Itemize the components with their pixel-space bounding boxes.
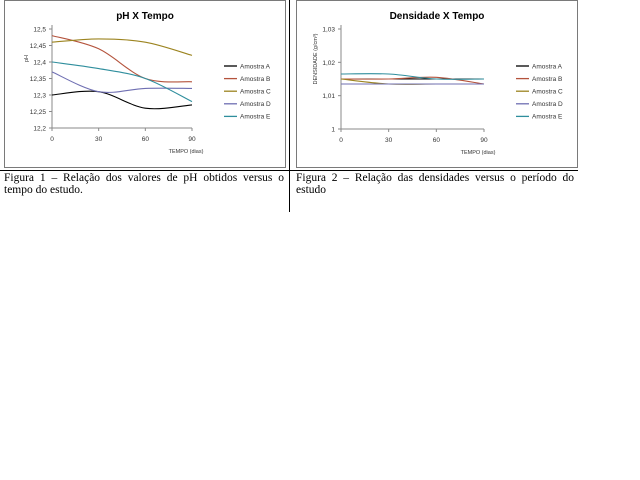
legend-label: Amostra A: [240, 63, 271, 70]
legend-label: Amostra D: [532, 101, 563, 108]
series-line-4: [51, 71, 193, 93]
y-axis-label: DENSIDADE (g/cm³): [313, 33, 319, 84]
x-tick-label: 30: [95, 136, 103, 143]
x-tick-label: 60: [433, 137, 441, 144]
legend-label: Amostra C: [240, 89, 271, 96]
y-tick-label: 12,45: [30, 43, 47, 50]
series-line-5: [51, 61, 193, 103]
x-axis-label: TEMPO (dias): [461, 150, 496, 156]
x-tick-label: 90: [480, 137, 488, 144]
y-tick-label: 1,02: [322, 60, 335, 67]
chart-title: pH X Tempo: [116, 11, 174, 22]
y-tick-label: 12,4: [33, 60, 46, 67]
legend-label: Amostra A: [532, 63, 563, 70]
legend-label: Amostra B: [240, 76, 270, 83]
chart-frame: [4, 0, 286, 168]
legend-label: Amostra E: [240, 114, 271, 121]
y-tick-label: 12,3: [33, 93, 46, 100]
x-tick-label: 30: [385, 137, 393, 144]
caption-divider: [0, 170, 578, 171]
figure-2-caption: Figura 2 – Relação das densidades versus…: [296, 172, 574, 196]
x-tick-label: 0: [50, 136, 54, 143]
series-line-5: [340, 73, 485, 80]
x-tick-label: 0: [339, 137, 343, 144]
y-tick-label: 1,01: [322, 93, 335, 100]
y-tick-label: 12,2: [33, 126, 46, 133]
figure-1-caption: Figura 1 – Relação dos valores de pH obt…: [4, 172, 284, 196]
y-tick-label: 12,35: [30, 76, 47, 83]
series-line-1: [51, 90, 193, 110]
x-tick-label: 90: [188, 136, 196, 143]
y-tick-label: 12,25: [30, 109, 47, 116]
legend-label: Amostra E: [532, 114, 563, 121]
column-divider: [289, 0, 290, 212]
series-line-3: [51, 38, 193, 56]
x-axis-label: TEMPO (dias): [169, 149, 204, 155]
y-tick-label: 12,5: [33, 27, 46, 34]
legend-label: Amostra D: [240, 101, 271, 108]
x-tick-label: 60: [142, 136, 150, 143]
y-axis-label: pH: [24, 55, 30, 62]
y-tick-label: 1,03: [322, 27, 335, 34]
y-tick-label: 1: [331, 127, 335, 134]
ph-chart: pH X Tempo 12,2 12,25 12,3 12,35 12,4 12,45 12,…: [4, 0, 286, 168]
series-line-2: [340, 76, 485, 85]
density-chart: Densidade X Tempo 1 1,01 1,02 1,03 0 30 60 90 TEM…: [296, 0, 578, 168]
chart-title: Densidade X Tempo: [390, 11, 485, 22]
legend-label: Amostra B: [532, 76, 562, 83]
legend-label: Amostra C: [532, 89, 563, 96]
